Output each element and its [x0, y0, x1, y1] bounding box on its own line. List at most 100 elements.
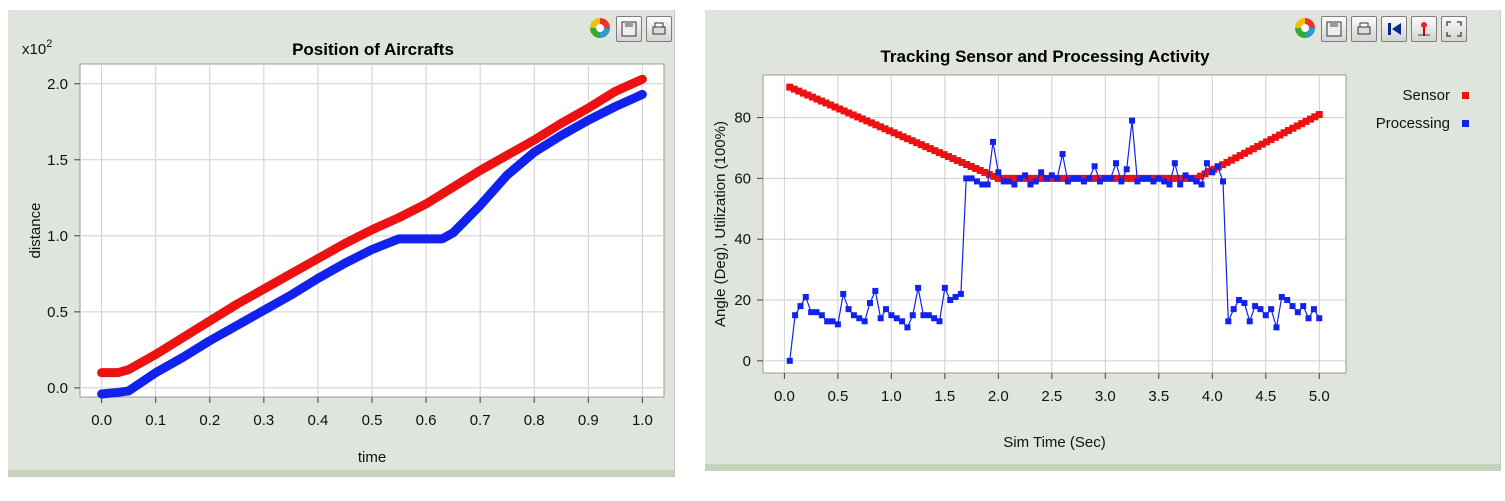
processing-point — [802, 293, 809, 300]
processing-point — [973, 178, 980, 185]
save-icon[interactable] — [616, 16, 642, 42]
sensor-point — [1223, 158, 1231, 166]
sensor-point — [1049, 174, 1057, 182]
sensor-point — [863, 117, 871, 125]
processing-point — [1011, 181, 1018, 188]
palette-icon[interactable] — [1293, 16, 1317, 40]
sensor-point — [958, 159, 966, 167]
processing-point — [1278, 293, 1285, 300]
processing-point — [1016, 175, 1023, 182]
processing-point — [989, 138, 996, 145]
y-tick-label: 1.0 — [47, 228, 68, 245]
sensor-point — [1177, 174, 1185, 182]
processing-point — [786, 357, 793, 364]
processing-point — [1166, 181, 1173, 188]
x-tick-label: 0.2 — [199, 412, 220, 429]
sensor-point — [1311, 113, 1319, 121]
sensor-point — [1254, 142, 1262, 150]
sensor-point — [1227, 156, 1235, 164]
processing-point — [979, 181, 986, 188]
sensor-point — [1232, 154, 1240, 162]
processing-point — [1091, 163, 1098, 170]
processing-point — [1273, 324, 1280, 331]
sensor-point — [876, 123, 884, 131]
sensor-point — [849, 111, 857, 119]
right-chart: 0.0 0.5 1.0 1.5 2.0 2.5 3.0 3.5 4.0 4.5 5.0 0 20 40 60… — [712, 47, 1469, 451]
processing-point — [1300, 303, 1307, 310]
chart-title: Position of Aircrafts — [292, 40, 454, 59]
processing-point — [899, 318, 906, 325]
processing-point — [883, 306, 890, 313]
processing-point — [941, 284, 948, 291]
processing-point — [1268, 306, 1275, 313]
rewind-icon[interactable] — [1381, 16, 1407, 42]
processing-point — [1236, 297, 1243, 304]
processing-point — [1294, 309, 1301, 316]
print-icon[interactable] — [646, 16, 672, 42]
processing-point — [1177, 181, 1184, 188]
processing-point — [957, 290, 964, 297]
processing-point — [797, 303, 804, 310]
sensor-point — [822, 99, 830, 107]
processing-point — [1161, 178, 1168, 185]
palette-icon[interactable] — [588, 16, 612, 40]
x-tick-label: 1.0 — [632, 412, 653, 429]
sensor-point — [899, 133, 907, 141]
sensor-point — [981, 168, 989, 176]
sensor-point — [890, 129, 898, 137]
sensor-point — [908, 137, 916, 145]
marker-icon[interactable] — [1411, 16, 1437, 42]
sensor-point — [786, 83, 794, 91]
processing-point — [1316, 315, 1323, 322]
y-tick-label: 40 — [734, 231, 751, 248]
sensor-point — [1029, 174, 1037, 182]
processing-point — [963, 175, 970, 182]
chart-title: Tracking Sensor and Processing Activity — [880, 47, 1210, 66]
legend-label-sensor: Sensor — [1402, 87, 1450, 104]
sensor-point — [817, 97, 825, 105]
sensor-point — [858, 115, 866, 123]
processing-point — [1203, 160, 1210, 167]
processing-point — [1118, 178, 1125, 185]
x-tick-label: 0.1 — [145, 412, 166, 429]
legend-marker-processing — [1462, 120, 1469, 127]
processing-point — [1006, 178, 1013, 185]
sensor-point — [808, 93, 816, 101]
processing-point — [920, 312, 927, 319]
sensor-point — [845, 109, 853, 117]
x-tick-label: 0.8 — [524, 412, 545, 429]
sensor-point — [1236, 152, 1244, 160]
sensor-point — [940, 151, 948, 159]
processing-point — [925, 312, 932, 319]
processing-point — [1150, 178, 1157, 185]
processing-point — [1246, 318, 1253, 325]
processing-point — [1086, 175, 1093, 182]
x-tick-label: 0.0 — [774, 388, 795, 405]
processing-point — [840, 290, 847, 297]
sensor-point — [867, 119, 875, 127]
x-tick-label: 3.5 — [1148, 388, 1169, 405]
sensor-point — [972, 164, 980, 172]
processing-point — [856, 315, 863, 322]
save-icon[interactable] — [1321, 16, 1347, 42]
processing-point — [1048, 172, 1055, 179]
processing-point — [861, 318, 868, 325]
sensor-point — [1004, 174, 1012, 182]
processing-point — [1000, 178, 1007, 185]
processing-point — [909, 312, 916, 319]
sensor-point — [954, 157, 962, 165]
processing-point — [995, 169, 1002, 176]
processing-point — [824, 318, 831, 325]
sensor-point — [922, 143, 930, 151]
x-tick-label: 4.0 — [1202, 388, 1223, 405]
fullscreen-icon[interactable] — [1441, 16, 1467, 42]
processing-point — [1219, 178, 1226, 185]
print-icon[interactable] — [1351, 16, 1377, 42]
sensor-point — [836, 105, 844, 113]
processing-point — [850, 312, 857, 319]
y-axis-label: distance — [27, 203, 44, 259]
processing-point — [1123, 166, 1130, 173]
processing-point — [1064, 178, 1071, 185]
y-tick-label: 20 — [734, 292, 751, 309]
y-tick-label: 1.5 — [47, 152, 68, 169]
